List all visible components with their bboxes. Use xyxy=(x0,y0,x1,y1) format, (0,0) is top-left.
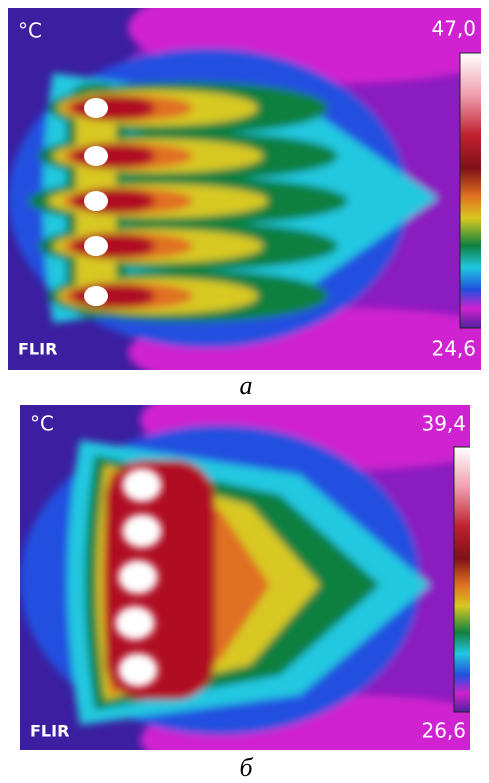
logo: FLIR xyxy=(30,722,69,741)
max-temp: 47,0 xyxy=(431,17,476,41)
caption: б xyxy=(239,753,253,782)
caption: а xyxy=(240,371,253,400)
min-temp: 26,6 xyxy=(421,719,466,743)
min-temp: 24,6 xyxy=(431,337,476,361)
color-scale xyxy=(460,53,484,328)
max-temp: 39,4 xyxy=(421,412,466,436)
logo: FLIR xyxy=(18,340,57,359)
thermal-image-a: °C 47,0 24,6 FLIR xyxy=(8,0,489,398)
figure: °C 47,0 24,6 FLIR а xyxy=(0,0,489,783)
unit-label: °C xyxy=(30,412,54,436)
color-scale xyxy=(454,447,478,712)
thermal-image-b: °C 39,4 26,6 FLIR xyxy=(20,370,489,783)
unit-label: °C xyxy=(18,19,42,43)
